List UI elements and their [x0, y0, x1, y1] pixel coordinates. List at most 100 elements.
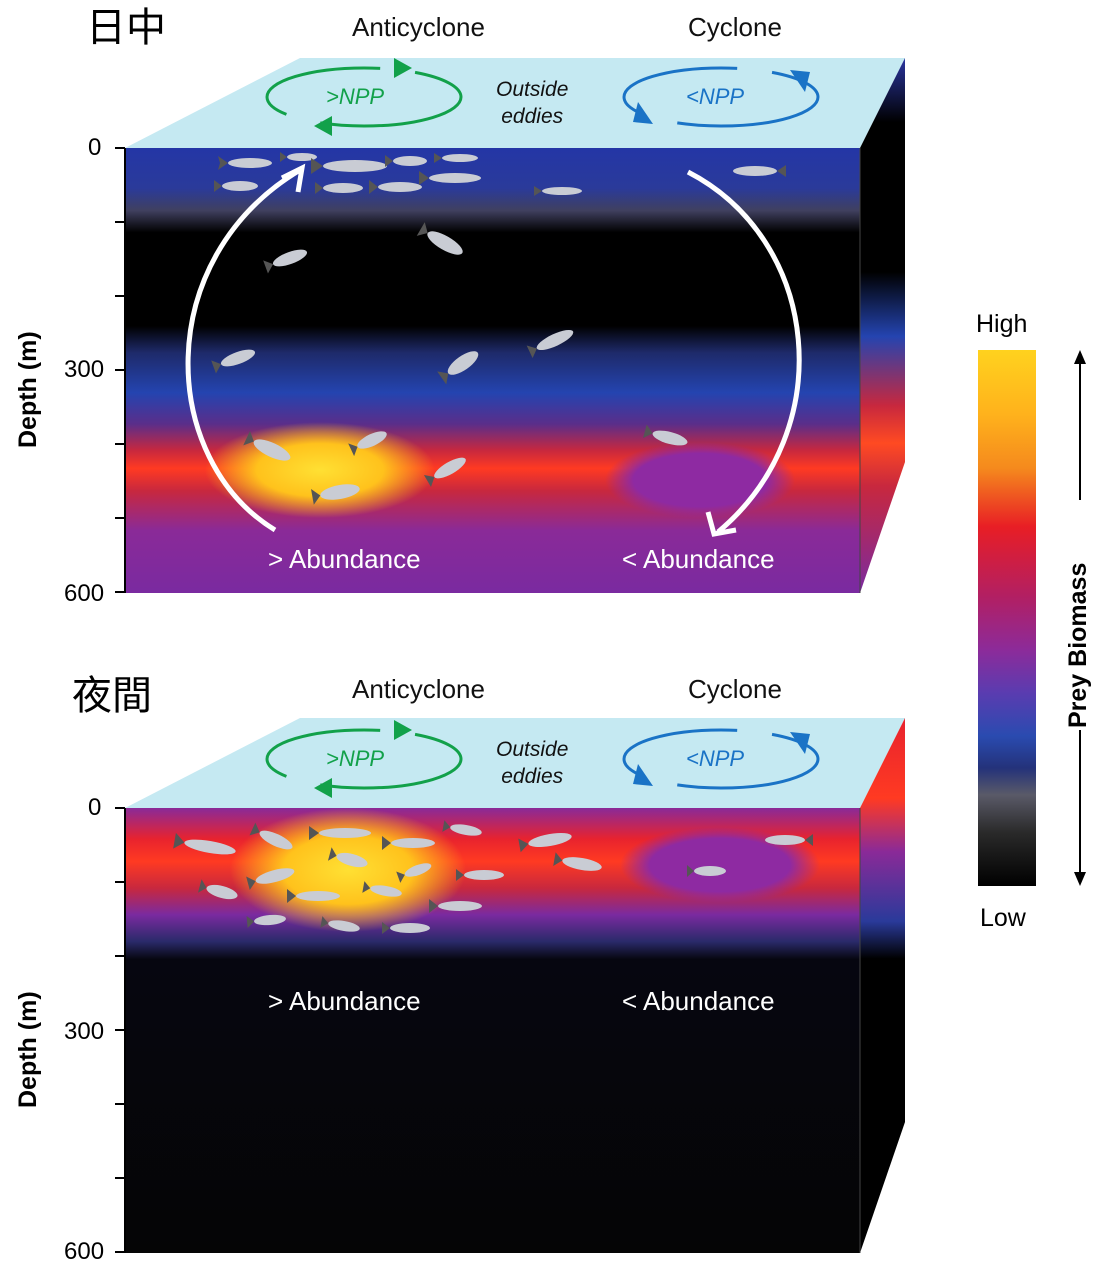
tuna-icon: [429, 899, 482, 913]
colorbar-range-arrow: [1074, 350, 1086, 886]
tuna-icon: [327, 847, 368, 868]
block-side-face: [860, 58, 905, 593]
tuna-icon: [553, 852, 602, 871]
daytime-title: 日中: [86, 5, 166, 51]
blue-arrow-head: [633, 102, 653, 124]
blue-arrow-head: [790, 732, 810, 754]
green-arrow-head: [314, 778, 332, 798]
tuna-icon: [456, 869, 504, 881]
cyclone-eddy-ring: [622, 66, 820, 128]
depth-cross-section: [125, 148, 860, 593]
tuna-icon: [173, 832, 236, 855]
tuna-icon: [348, 431, 387, 457]
tuna-icon: [423, 457, 466, 488]
depth-tick-0: 0: [88, 134, 102, 161]
anticyclone-eddy-ring: [265, 728, 463, 790]
depth-axis-ticks: [115, 807, 125, 1253]
tuna-icon: [309, 826, 371, 840]
tuna-icon: [263, 249, 308, 274]
anticyclone-npp-label: >NPP: [326, 746, 385, 771]
tuna-icon: [382, 922, 430, 934]
depth-axis-label: Depth (m): [14, 991, 42, 1108]
tuna-school: [211, 152, 786, 505]
outside-eddies-line2: eddies: [501, 105, 564, 129]
colorbar-title: Prey Biomass: [1064, 562, 1092, 728]
green-arrow-head: [314, 116, 332, 136]
anticyclone-label: Anticyclone: [352, 674, 485, 704]
green-arrow-head: [394, 720, 412, 740]
block-side-face: [860, 718, 905, 1253]
depth-tick-600: 600: [64, 580, 105, 607]
tuna-icon: [643, 424, 688, 446]
tuna-school: [173, 820, 813, 934]
nighttime-ocean-block: [115, 718, 905, 1253]
tuna-icon: [518, 832, 572, 853]
tuna-icon: [437, 351, 479, 385]
tuna-icon: [249, 822, 293, 850]
tuna-icon: [396, 863, 432, 883]
tuna-icon: [733, 165, 786, 177]
colorbar-low-label: Low: [980, 904, 1026, 932]
cyclone-prey-patch: [620, 827, 820, 903]
tuna-icon: [765, 834, 813, 846]
daytime-panel: 日中 Anticyclone Cyclone Outside eddies >N…: [14, 5, 905, 607]
anticyclone-abundance-label: > Abundance: [268, 986, 421, 1016]
tuna-icon: [280, 152, 317, 162]
tuna-icon: [526, 329, 574, 359]
downwelling-arrow: [686, 169, 802, 534]
tuna-icon: [246, 868, 295, 891]
cyclone-npp-label: <NPP: [686, 84, 745, 109]
depth-tick-600: 600: [64, 1238, 105, 1265]
outside-eddies-line1: Outside: [496, 78, 569, 101]
outside-eddies-line1: Outside: [496, 738, 569, 761]
anticyclone-eddy-ring: [265, 66, 463, 128]
cyclone-label: Cyclone: [688, 12, 782, 42]
downwelling-arrow-head: [705, 511, 737, 537]
tuna-icon: [243, 430, 291, 461]
tuna-icon: [315, 182, 363, 194]
green-arrow-head: [394, 58, 412, 78]
cyclone-abundance-label: < Abundance: [622, 986, 775, 1016]
tuna-icon: [246, 914, 286, 928]
tuna-icon: [362, 881, 402, 897]
depth-tick-0: 0: [88, 794, 102, 821]
tuna-icon: [434, 153, 478, 163]
anticyclone-npp-label: >NPP: [326, 84, 385, 109]
tuna-icon: [385, 155, 427, 167]
tuna-icon: [311, 158, 387, 174]
anticyclone-prey-patch: [230, 808, 466, 932]
cyclone-eddy-ring: [622, 728, 820, 790]
tuna-icon: [687, 865, 726, 877]
tuna-icon: [320, 916, 360, 932]
cyclone-label: Cyclone: [688, 674, 782, 704]
outside-eddies-label: Outside eddies: [496, 736, 568, 791]
anticyclone-label: Anticyclone: [352, 12, 485, 42]
tuna-icon: [211, 349, 256, 374]
outside-eddies-label: Outside eddies: [496, 76, 568, 131]
depth-tick-300: 300: [64, 356, 105, 383]
tuna-icon: [534, 186, 582, 196]
tuna-icon: [311, 484, 360, 505]
blue-arrow-head: [790, 70, 810, 92]
depth-axis-label: Depth (m): [14, 331, 42, 448]
upwelling-arrow-head: [280, 163, 306, 193]
tuna-icon: [218, 156, 272, 170]
depth-tick-300: 300: [64, 1018, 105, 1045]
tuna-icon: [416, 222, 463, 255]
nighttime-title: 夜間: [72, 673, 152, 719]
tuna-icon: [419, 171, 481, 185]
daytime-ocean-block: [115, 58, 905, 593]
blue-arrow-head: [633, 764, 653, 786]
tuna-icon: [214, 180, 258, 192]
prey-biomass-colorbar: [978, 350, 1036, 886]
upwelling-arrow: [185, 167, 302, 533]
nighttime-panel: 夜間 Anticyclone Cyclone Outside eddies >N…: [0, 660, 1103, 1270]
tuna-icon: [442, 820, 482, 836]
anticyclone-abundance-label: > Abundance: [268, 544, 421, 574]
tuna-icon: [197, 879, 238, 900]
depth-axis-ticks: [115, 147, 125, 593]
tuna-icon: [382, 836, 435, 850]
tuna-icon: [287, 889, 340, 903]
cyclone-abundance-label: < Abundance: [622, 544, 775, 574]
outside-eddies-line2: eddies: [501, 765, 564, 789]
